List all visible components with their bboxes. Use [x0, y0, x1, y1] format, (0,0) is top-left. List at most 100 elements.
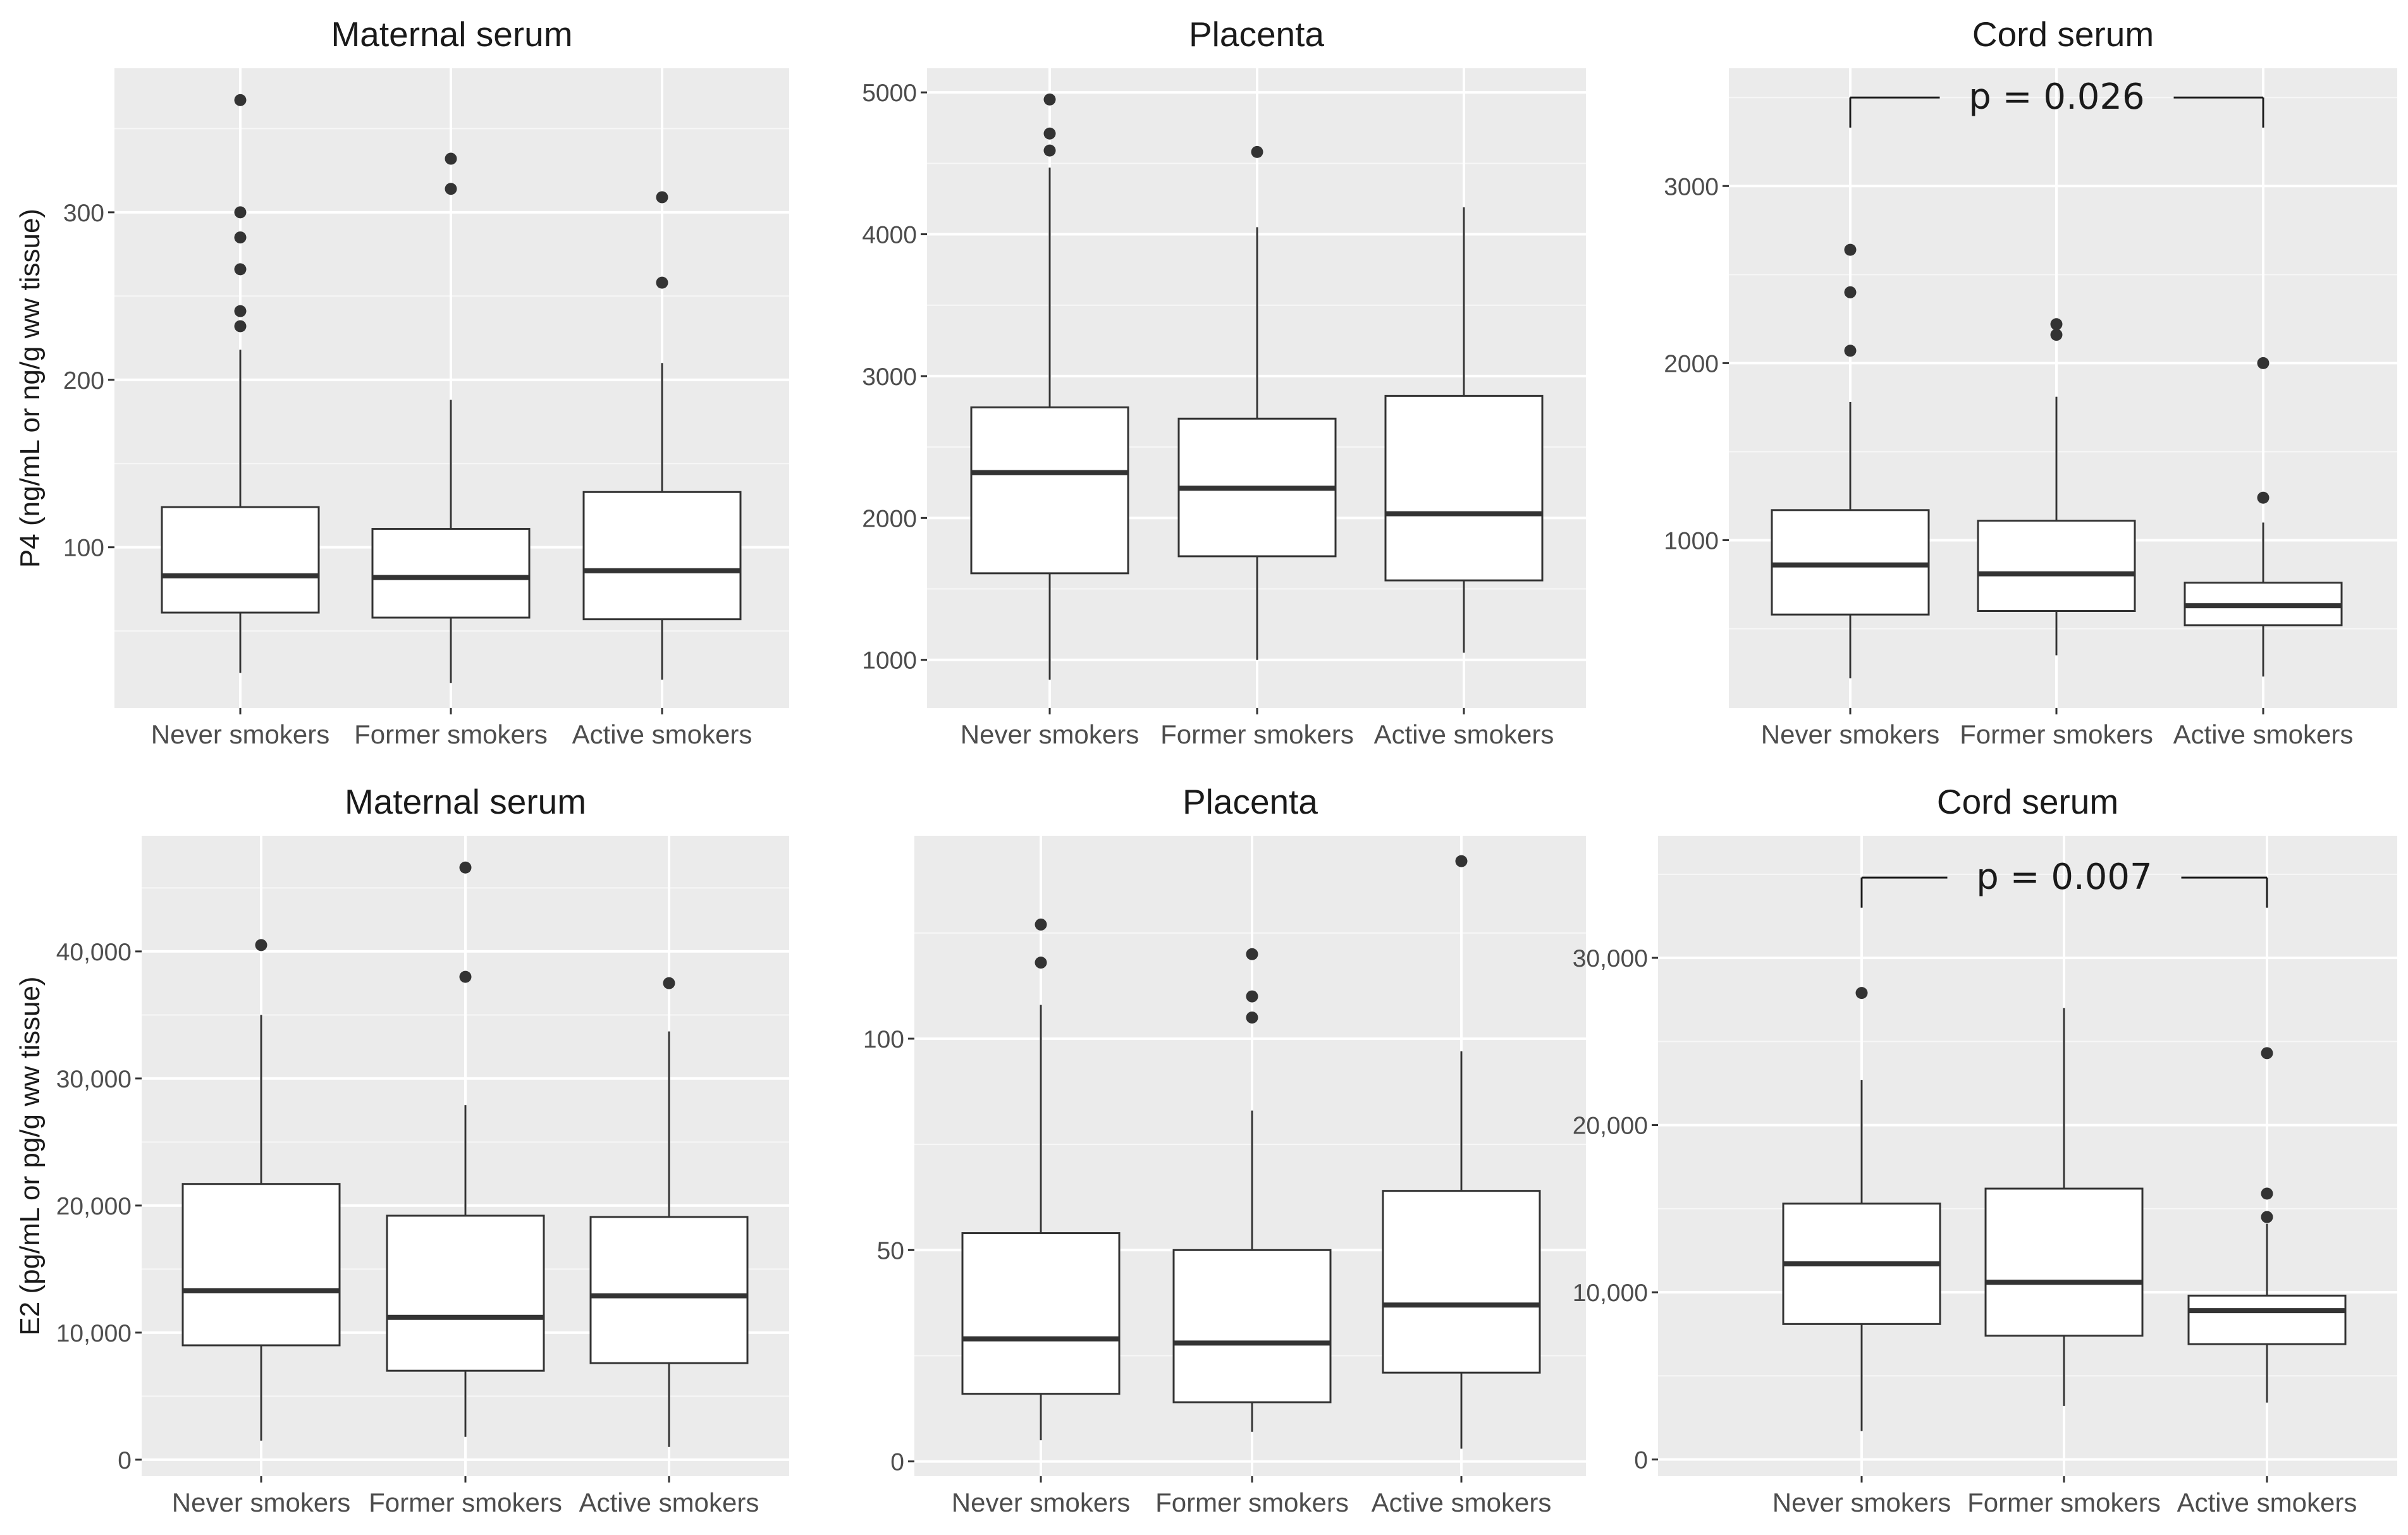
x-tick-label: Never smokers — [961, 719, 1139, 749]
y-axis-label: P4 (ng/mL or ng/g ww tissue) — [15, 209, 46, 568]
panel-4: 0 10,000 20,000 30,000 40,000 Never smokers Fo… — [15, 782, 789, 1517]
p-value-label: p = 0.007 — [1976, 857, 2152, 898]
y-tick-label: 3000 — [862, 364, 917, 391]
outlier-point — [656, 276, 668, 289]
panel-5: 0 50 100 Never smokers Former smokers Active … — [863, 782, 1586, 1517]
iqr-box — [1977, 520, 2136, 613]
outlier-point — [2050, 318, 2063, 331]
y-tick-label: 50 — [877, 1237, 904, 1264]
box-never-smokers — [181, 939, 341, 1441]
outlier-point — [1043, 127, 1056, 140]
significance-annotation: p = 0.026 — [1849, 76, 2264, 128]
panel-title: Cord serum — [1937, 782, 2118, 821]
y-tick-label: 40,000 — [56, 939, 132, 966]
outlier-point — [459, 861, 472, 874]
panel-1: 100 200 300 Never smokers Former smokers Acti… — [15, 15, 789, 749]
box-active-smokers — [2187, 1047, 2347, 1403]
box-active-smokers — [1384, 207, 1544, 653]
iqr-box — [582, 491, 742, 621]
x-tick-label: Former smokers — [1960, 719, 2153, 749]
outlier-point — [2261, 1187, 2273, 1200]
outlier-point — [2261, 1047, 2273, 1060]
box-former-smokers — [1177, 145, 1337, 660]
iqr-box — [961, 1232, 1121, 1395]
y-tick-label: 100 — [863, 1026, 904, 1053]
outlier-point — [234, 231, 247, 244]
y-tick-label: 1000 — [1664, 527, 1719, 554]
box-active-smokers — [582, 191, 742, 680]
box-active-smokers — [2184, 357, 2343, 677]
y-tick-label: 20,000 — [56, 1193, 132, 1220]
panel-title: Placenta — [1189, 15, 1324, 54]
outlier-point — [234, 320, 247, 333]
outlier-point — [234, 263, 247, 276]
iqr-box — [1384, 394, 1544, 582]
y-tick-label: 10,000 — [1573, 1280, 1648, 1307]
y-tick-label: 200 — [63, 367, 104, 394]
outlier-point — [445, 152, 457, 165]
y-tick-label: 30,000 — [56, 1066, 132, 1093]
outlier-point — [1455, 855, 1468, 867]
outlier-point — [234, 94, 247, 106]
outlier-point — [1844, 286, 1857, 298]
iqr-box — [1382, 1190, 1541, 1374]
outlier-point — [1246, 990, 1258, 1003]
box-former-smokers — [1172, 948, 1332, 1432]
outlier-point — [459, 970, 472, 983]
panel-3: 1000 2000 3000 Never smokers Former smokers A… — [1664, 15, 2397, 749]
outlier-point — [2257, 491, 2270, 504]
box-former-smokers — [1977, 318, 2136, 656]
iqr-box — [1984, 1187, 2144, 1337]
box-never-smokers — [961, 918, 1121, 1441]
x-tick-label: Active smokers — [2173, 719, 2354, 749]
x-tick-label: Never smokers — [952, 1488, 1130, 1517]
x-tick-label: Never smokers — [1772, 1488, 1951, 1517]
iqr-box — [181, 1183, 341, 1347]
box-active-smokers — [1382, 855, 1541, 1449]
iqr-box — [970, 406, 1129, 575]
outlier-point — [1246, 1012, 1258, 1024]
box-never-smokers — [1782, 987, 1941, 1431]
outlier-point — [1251, 145, 1263, 158]
panel-title: Maternal serum — [345, 782, 586, 821]
x-tick-label: Former smokers — [1967, 1488, 2161, 1517]
outlier-point — [234, 206, 247, 219]
box-former-smokers — [371, 152, 531, 683]
outlier-point — [2257, 357, 2270, 369]
x-tick-label: Never smokers — [1761, 719, 1939, 749]
y-tick-label: 30,000 — [1573, 945, 1648, 972]
x-tick-label: Active smokers — [579, 1488, 759, 1517]
y-tick-label: 4000 — [862, 222, 917, 249]
y-tick-label: 300 — [63, 200, 104, 227]
outlier-point — [1035, 957, 1047, 969]
outlier-point — [1246, 948, 1258, 960]
panel-title: Placenta — [1182, 782, 1318, 821]
p-value-label: p = 0.026 — [1969, 76, 2144, 118]
iqr-box — [371, 528, 531, 619]
iqr-box — [386, 1214, 545, 1372]
y-tick-label: 2000 — [1664, 350, 1719, 377]
y-tick-label: 20,000 — [1573, 1113, 1648, 1140]
box-former-smokers — [386, 861, 545, 1437]
y-tick-label: 10,000 — [56, 1320, 132, 1347]
y-tick-label: 100 — [63, 535, 104, 562]
x-tick-label: Never smokers — [172, 1488, 350, 1517]
x-tick-label: Never smokers — [151, 719, 329, 749]
outlier-point — [656, 191, 668, 204]
x-tick-label: Active smokers — [572, 719, 752, 749]
iqr-box — [589, 1216, 749, 1364]
panel-title: Cord serum — [1972, 15, 2154, 54]
outlier-point — [445, 183, 457, 195]
box-never-smokers — [970, 93, 1129, 680]
panel-2: 1000 2000 3000 4000 5000 Never smokers Former … — [862, 15, 1586, 749]
x-tick-label: Former smokers — [1160, 719, 1354, 749]
x-tick-label: Former smokers — [1155, 1488, 1349, 1517]
box-active-smokers — [589, 977, 749, 1447]
iqr-box — [161, 506, 320, 614]
outlier-point — [1035, 918, 1047, 931]
box-never-smokers — [1771, 243, 1930, 678]
panel-6: 0 10,000 20,000 30,000 Never smokers Former s… — [1573, 782, 2397, 1517]
outlier-point — [2050, 329, 2063, 341]
panel-title: Maternal serum — [331, 15, 572, 54]
outlier-point — [234, 305, 247, 317]
